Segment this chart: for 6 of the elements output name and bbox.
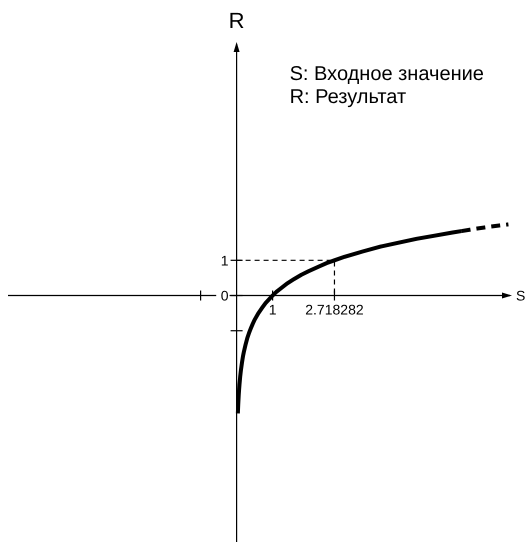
x-tick-label: 2.718282 [305, 302, 364, 318]
y-axis-title: R [228, 8, 245, 33]
annotation: S: Входное значение [290, 63, 484, 85]
annotation: R: Результат [290, 86, 406, 108]
x-axis-title: S [516, 288, 526, 304]
y-tick-label: 0 [220, 288, 229, 304]
